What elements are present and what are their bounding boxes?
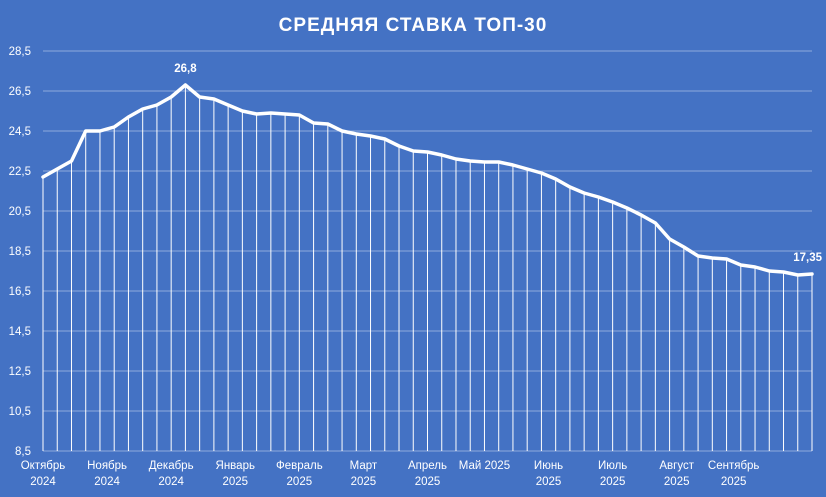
data-label: 17,35 (793, 252, 822, 264)
x-tick-year: 2025 (721, 476, 747, 488)
y-axis-ticks: 8,5 10,5 12,5 14,5 16,5 18,5 20,5 22,5 24,5 26,5 2… (9, 46, 31, 458)
y-tick-label: 14,5 (9, 326, 31, 338)
x-tick-year: 2025 (351, 476, 377, 488)
x-tick-year: 2024 (30, 476, 56, 488)
x-tick-year: 2025 (287, 476, 313, 488)
x-tick-month: Июнь (534, 460, 563, 472)
x-tick-year: 2024 (158, 476, 184, 488)
data-label: 26,8 (174, 63, 197, 75)
x-tick-month: Март (350, 460, 378, 472)
x-tick-month: Октябрь (21, 460, 66, 472)
data-labels: 26,8 17,35 (174, 63, 822, 264)
y-tick-label: 8,5 (15, 446, 31, 458)
y-tick-label: 22,5 (9, 166, 31, 178)
y-tick-label: 18,5 (9, 246, 31, 258)
x-tick-month: Июль (598, 460, 627, 472)
y-tick-label: 20,5 (9, 206, 31, 218)
x-tick-month: Февраль (276, 460, 323, 472)
drop-lines (42, 85, 813, 451)
x-tick-year: 2025 (222, 476, 248, 488)
x-tick-year: 2024 (94, 476, 120, 488)
y-tick-label: 24,5 (9, 126, 31, 138)
x-tick-year: 2025 (600, 476, 626, 488)
x-tick-month: Август (659, 460, 694, 472)
x-tick-month: Сентябрь (708, 460, 760, 472)
chart-title: СРЕДНЯЯ СТАВКА ТОП-30 (279, 15, 548, 36)
x-tick-month: Май 2025 (459, 460, 510, 472)
y-tick-label: 28,5 (9, 46, 31, 58)
x-axis-ticks: Октябрь 2024 Ноябрь 2024 Декабрь 2024 Январь 20… (21, 460, 760, 488)
y-tick-label: 10,5 (9, 406, 31, 418)
x-tick-month: Апрель (408, 460, 447, 472)
y-tick-label: 26,5 (9, 86, 31, 98)
x-tick-year: 2025 (536, 476, 562, 488)
x-tick-month: Декабрь (149, 460, 194, 472)
x-tick-month: Январь (216, 460, 255, 472)
x-tick-year: 2025 (664, 476, 690, 488)
y-tick-label: 12,5 (9, 366, 31, 378)
x-tick-year: 2025 (415, 476, 441, 488)
y-tick-label: 16,5 (9, 286, 31, 298)
series-line (41, 83, 814, 277)
x-tick-month: Ноябрь (87, 460, 127, 472)
